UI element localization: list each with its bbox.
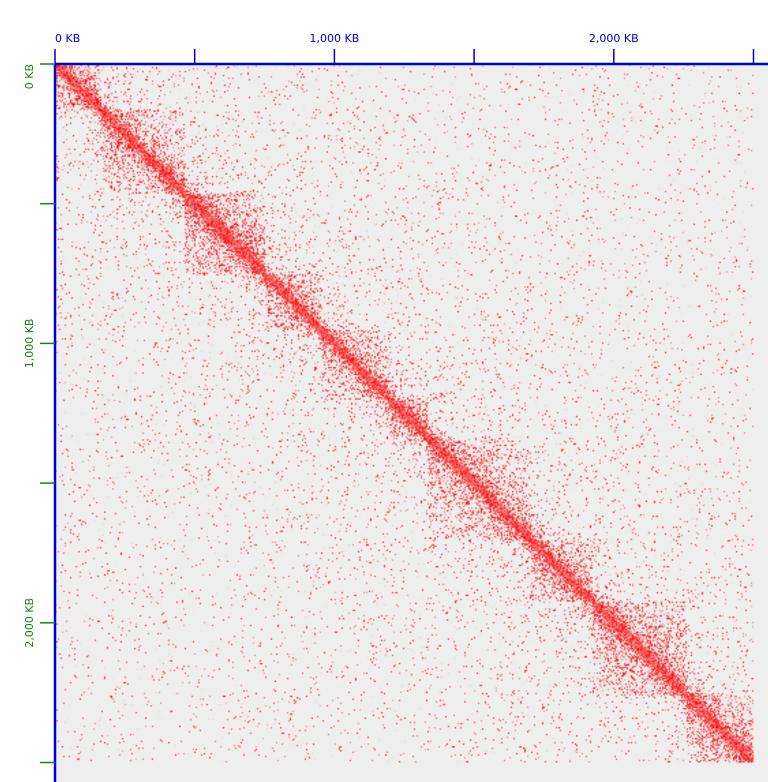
- heatmap-image: [55, 64, 754, 763]
- x-axis: 0 KB 1,000 KB 2,000 KB: [54, 32, 768, 66]
- x-tick-label: 2,000 KB: [589, 32, 639, 45]
- y-tick-label: 1,000 KB: [23, 319, 36, 369]
- y-tick-label: 2,000 KB: [23, 598, 36, 648]
- x-tick-label: 1,000 KB: [310, 32, 360, 45]
- x-tick-label: 0 KB: [55, 32, 80, 45]
- y-axis: 0 KB 1,000 KB 2,000 KB: [23, 63, 57, 782]
- y-tick-label: 0 KB: [23, 64, 36, 89]
